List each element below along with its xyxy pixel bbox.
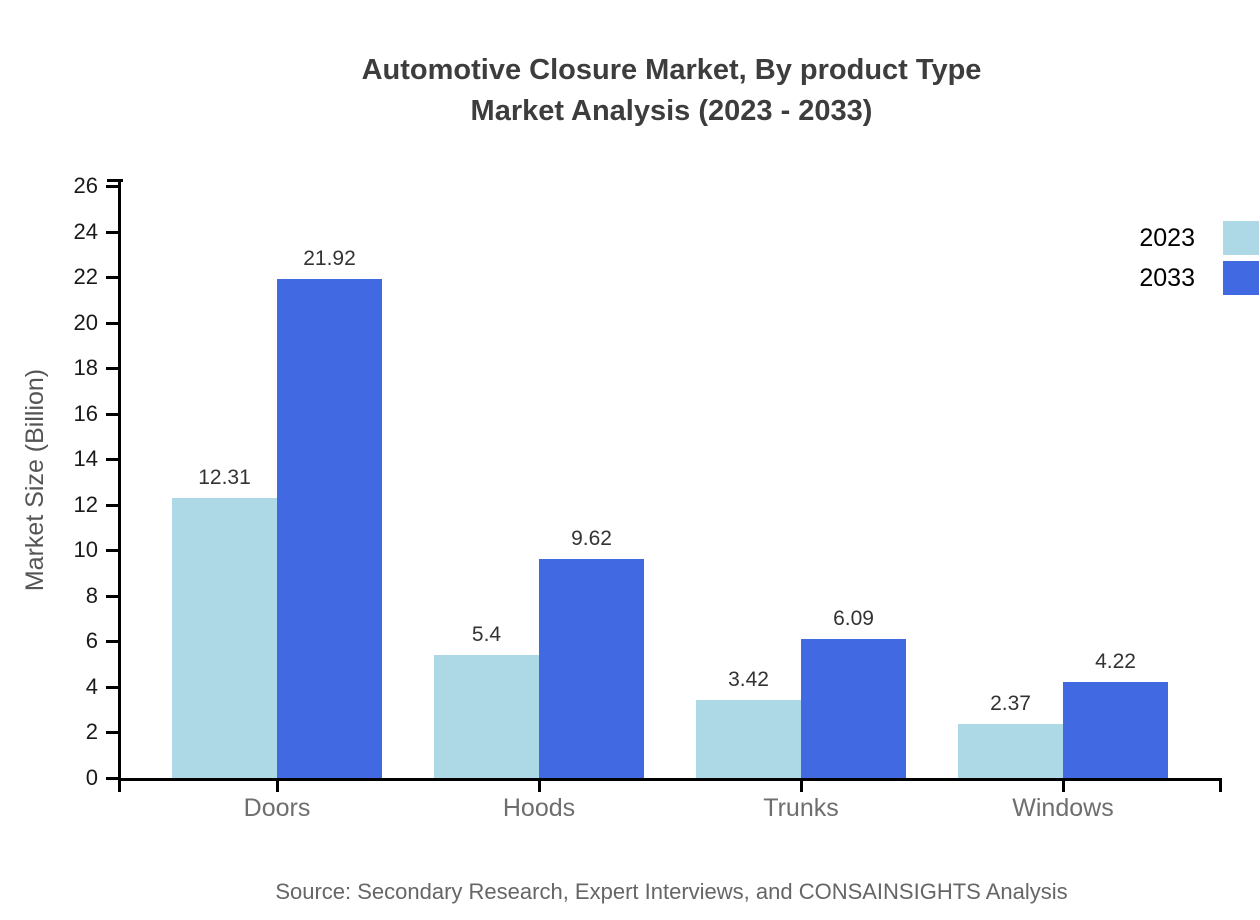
bar-value-label: 2.37 xyxy=(990,692,1031,716)
y-tick-label: 10 xyxy=(73,537,98,563)
y-tick xyxy=(106,503,118,507)
legend-swatch xyxy=(1223,261,1259,295)
y-tick xyxy=(106,412,118,416)
bar-value-label: 21.92 xyxy=(303,246,356,270)
bar xyxy=(958,724,1063,778)
x-tick xyxy=(1062,781,1065,792)
y-tick-label: 0 xyxy=(85,765,98,790)
bar xyxy=(434,655,539,778)
y-tick-label: 14 xyxy=(73,446,98,472)
bar-value-label: 9.62 xyxy=(571,526,612,550)
bar xyxy=(1063,681,1168,778)
chart-title-line2: Market Analysis (2023 - 2033) xyxy=(470,95,873,127)
x-tick xyxy=(276,781,279,792)
category-label: Trunks xyxy=(763,794,839,822)
bar-value-label: 5.4 xyxy=(471,623,502,647)
y-tick-label: 24 xyxy=(73,218,98,244)
y-tick-label: 16 xyxy=(73,400,98,426)
bar xyxy=(539,558,644,778)
chart-title-line1: Automotive Closure Market, By product Ty… xyxy=(361,54,982,86)
y-tick-label: 12 xyxy=(73,491,98,517)
y-tick-label: 26 xyxy=(73,172,98,198)
category-label: Hoods xyxy=(502,794,576,822)
y-tick-label: 8 xyxy=(85,582,98,608)
legend-label: 2023 xyxy=(1139,224,1195,252)
y-tick xyxy=(106,640,118,644)
legend-swatch xyxy=(1223,221,1259,255)
y-tick-label: 2 xyxy=(85,719,98,745)
y-tick xyxy=(106,321,118,325)
bar xyxy=(696,700,801,778)
y-tick xyxy=(106,184,118,188)
y-axis xyxy=(118,179,121,792)
y-tick-label: 20 xyxy=(73,309,98,335)
bar xyxy=(801,639,906,778)
legend-label: 2033 xyxy=(1139,264,1195,292)
y-axis-end-tick xyxy=(107,179,123,182)
bar-value-label: 4.22 xyxy=(1095,649,1136,673)
x-tick xyxy=(800,781,803,792)
y-tick xyxy=(106,731,118,735)
x-axis xyxy=(118,778,1222,781)
y-tick-label: 4 xyxy=(85,673,98,699)
chart-title: Automotive Closure Market, By product Ty… xyxy=(120,50,1223,132)
y-tick-label: 6 xyxy=(85,628,98,654)
y-tick xyxy=(106,367,118,371)
y-tick xyxy=(106,230,118,234)
y-tick xyxy=(106,549,118,553)
category-label: Doors xyxy=(243,794,311,822)
bar-value-label: 3.42 xyxy=(728,668,769,692)
y-tick-label: 22 xyxy=(73,264,98,290)
x-tick xyxy=(538,781,541,792)
y-tick xyxy=(106,777,118,780)
category-label: Windows xyxy=(1012,794,1114,822)
x-axis-end-tick xyxy=(1219,781,1222,792)
bar xyxy=(172,497,277,778)
y-tick xyxy=(106,458,118,462)
bar-value-label: 12.31 xyxy=(198,465,251,489)
y-tick xyxy=(106,276,118,280)
y-tick xyxy=(106,594,118,598)
bar xyxy=(277,278,382,778)
y-tick xyxy=(106,685,118,689)
y-tick-label: 18 xyxy=(73,355,98,381)
bar-value-label: 6.09 xyxy=(833,607,874,631)
source-note: Source: Secondary Research, Expert Inter… xyxy=(275,879,1068,904)
